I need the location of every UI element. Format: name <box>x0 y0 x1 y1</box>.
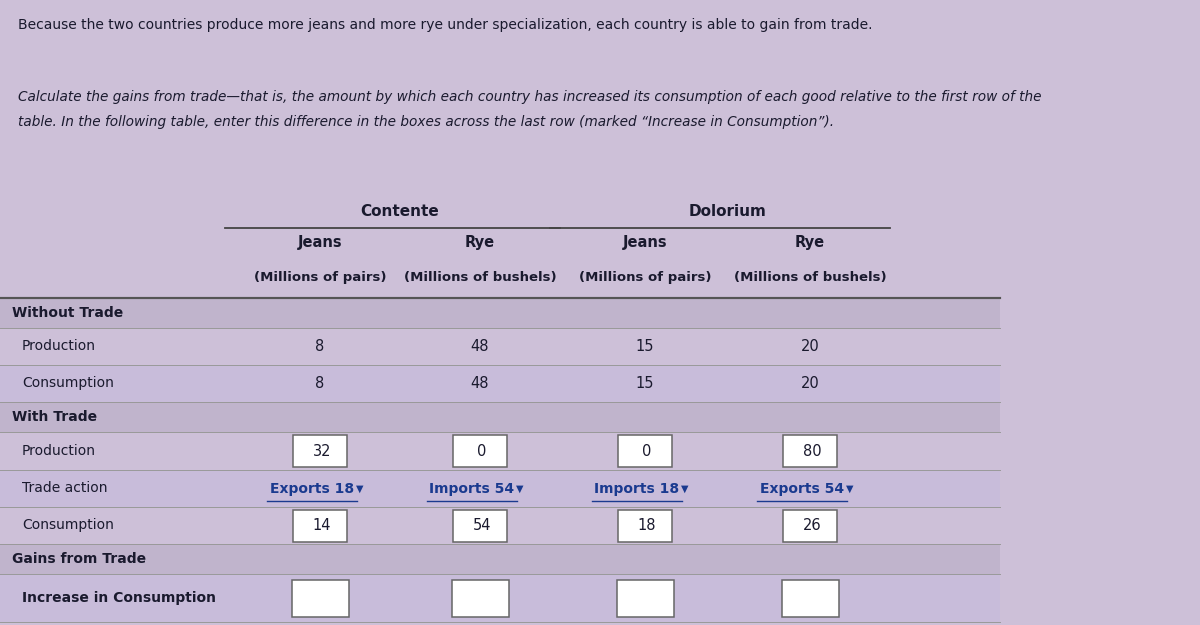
Text: ▼: ▼ <box>356 484 364 494</box>
Bar <box>0 574 1000 622</box>
Text: 15: 15 <box>636 376 654 391</box>
Text: 80: 80 <box>803 444 821 459</box>
FancyBboxPatch shape <box>293 509 347 541</box>
FancyBboxPatch shape <box>618 435 672 467</box>
Text: Increase in Consumption: Increase in Consumption <box>22 591 216 605</box>
Bar <box>0 470 1000 507</box>
Text: 14: 14 <box>313 518 331 533</box>
Bar <box>0 432 1000 470</box>
Text: (Millions of pairs): (Millions of pairs) <box>578 271 712 284</box>
Text: Imports 54: Imports 54 <box>430 481 515 496</box>
Text: With Trade: With Trade <box>12 410 97 424</box>
Text: Production: Production <box>22 339 96 354</box>
Text: Consumption: Consumption <box>22 376 114 391</box>
Text: 18: 18 <box>637 518 656 533</box>
Text: 32: 32 <box>313 444 331 459</box>
FancyBboxPatch shape <box>293 435 347 467</box>
Text: Exports 18: Exports 18 <box>270 481 354 496</box>
Text: Consumption: Consumption <box>22 519 114 532</box>
Text: 26: 26 <box>803 518 821 533</box>
Text: 0: 0 <box>642 444 652 459</box>
FancyBboxPatch shape <box>617 579 673 616</box>
Text: Contente: Contente <box>361 204 439 219</box>
Text: Rye: Rye <box>794 236 826 251</box>
Text: 0: 0 <box>478 444 487 459</box>
FancyBboxPatch shape <box>784 435 838 467</box>
Bar <box>0 544 1000 574</box>
Text: (Millions of bushels): (Millions of bushels) <box>733 271 887 284</box>
Bar <box>0 402 1000 432</box>
Text: table. In the following table, enter this difference in the boxes across the las: table. In the following table, enter thi… <box>18 115 834 129</box>
FancyBboxPatch shape <box>781 579 839 616</box>
Text: ▼: ▼ <box>846 484 853 494</box>
Text: Without Trade: Without Trade <box>12 306 124 320</box>
Text: 20: 20 <box>800 376 820 391</box>
Text: (Millions of bushels): (Millions of bushels) <box>403 271 557 284</box>
Text: 8: 8 <box>316 339 325 354</box>
Text: Rye: Rye <box>464 236 496 251</box>
FancyBboxPatch shape <box>784 509 838 541</box>
FancyBboxPatch shape <box>451 579 509 616</box>
Text: ▼: ▼ <box>682 484 689 494</box>
FancyBboxPatch shape <box>454 435 508 467</box>
Text: Jeans: Jeans <box>298 236 342 251</box>
FancyBboxPatch shape <box>292 579 348 616</box>
Text: Because the two countries produce more jeans and more rye under specialization, : Because the two countries produce more j… <box>18 18 872 32</box>
Text: 8: 8 <box>316 376 325 391</box>
Bar <box>0 328 1000 365</box>
Text: 48: 48 <box>470 376 490 391</box>
Text: 54: 54 <box>473 518 491 533</box>
FancyBboxPatch shape <box>618 509 672 541</box>
Text: Imports 18: Imports 18 <box>594 481 679 496</box>
Text: Trade action: Trade action <box>22 481 108 496</box>
Text: 48: 48 <box>470 339 490 354</box>
Text: 15: 15 <box>636 339 654 354</box>
Bar <box>0 507 1000 544</box>
Bar <box>0 298 1000 328</box>
Text: 20: 20 <box>800 339 820 354</box>
Text: Production: Production <box>22 444 96 458</box>
Bar <box>0 365 1000 402</box>
Text: Gains from Trade: Gains from Trade <box>12 552 146 566</box>
Text: (Millions of pairs): (Millions of pairs) <box>253 271 386 284</box>
FancyBboxPatch shape <box>454 509 508 541</box>
Text: Exports 54: Exports 54 <box>760 481 844 496</box>
Text: ▼: ▼ <box>516 484 523 494</box>
Text: Dolorium: Dolorium <box>689 204 767 219</box>
Text: Jeans: Jeans <box>623 236 667 251</box>
Text: Calculate the gains from trade—that is, the amount by which each country has inc: Calculate the gains from trade—that is, … <box>18 90 1042 104</box>
